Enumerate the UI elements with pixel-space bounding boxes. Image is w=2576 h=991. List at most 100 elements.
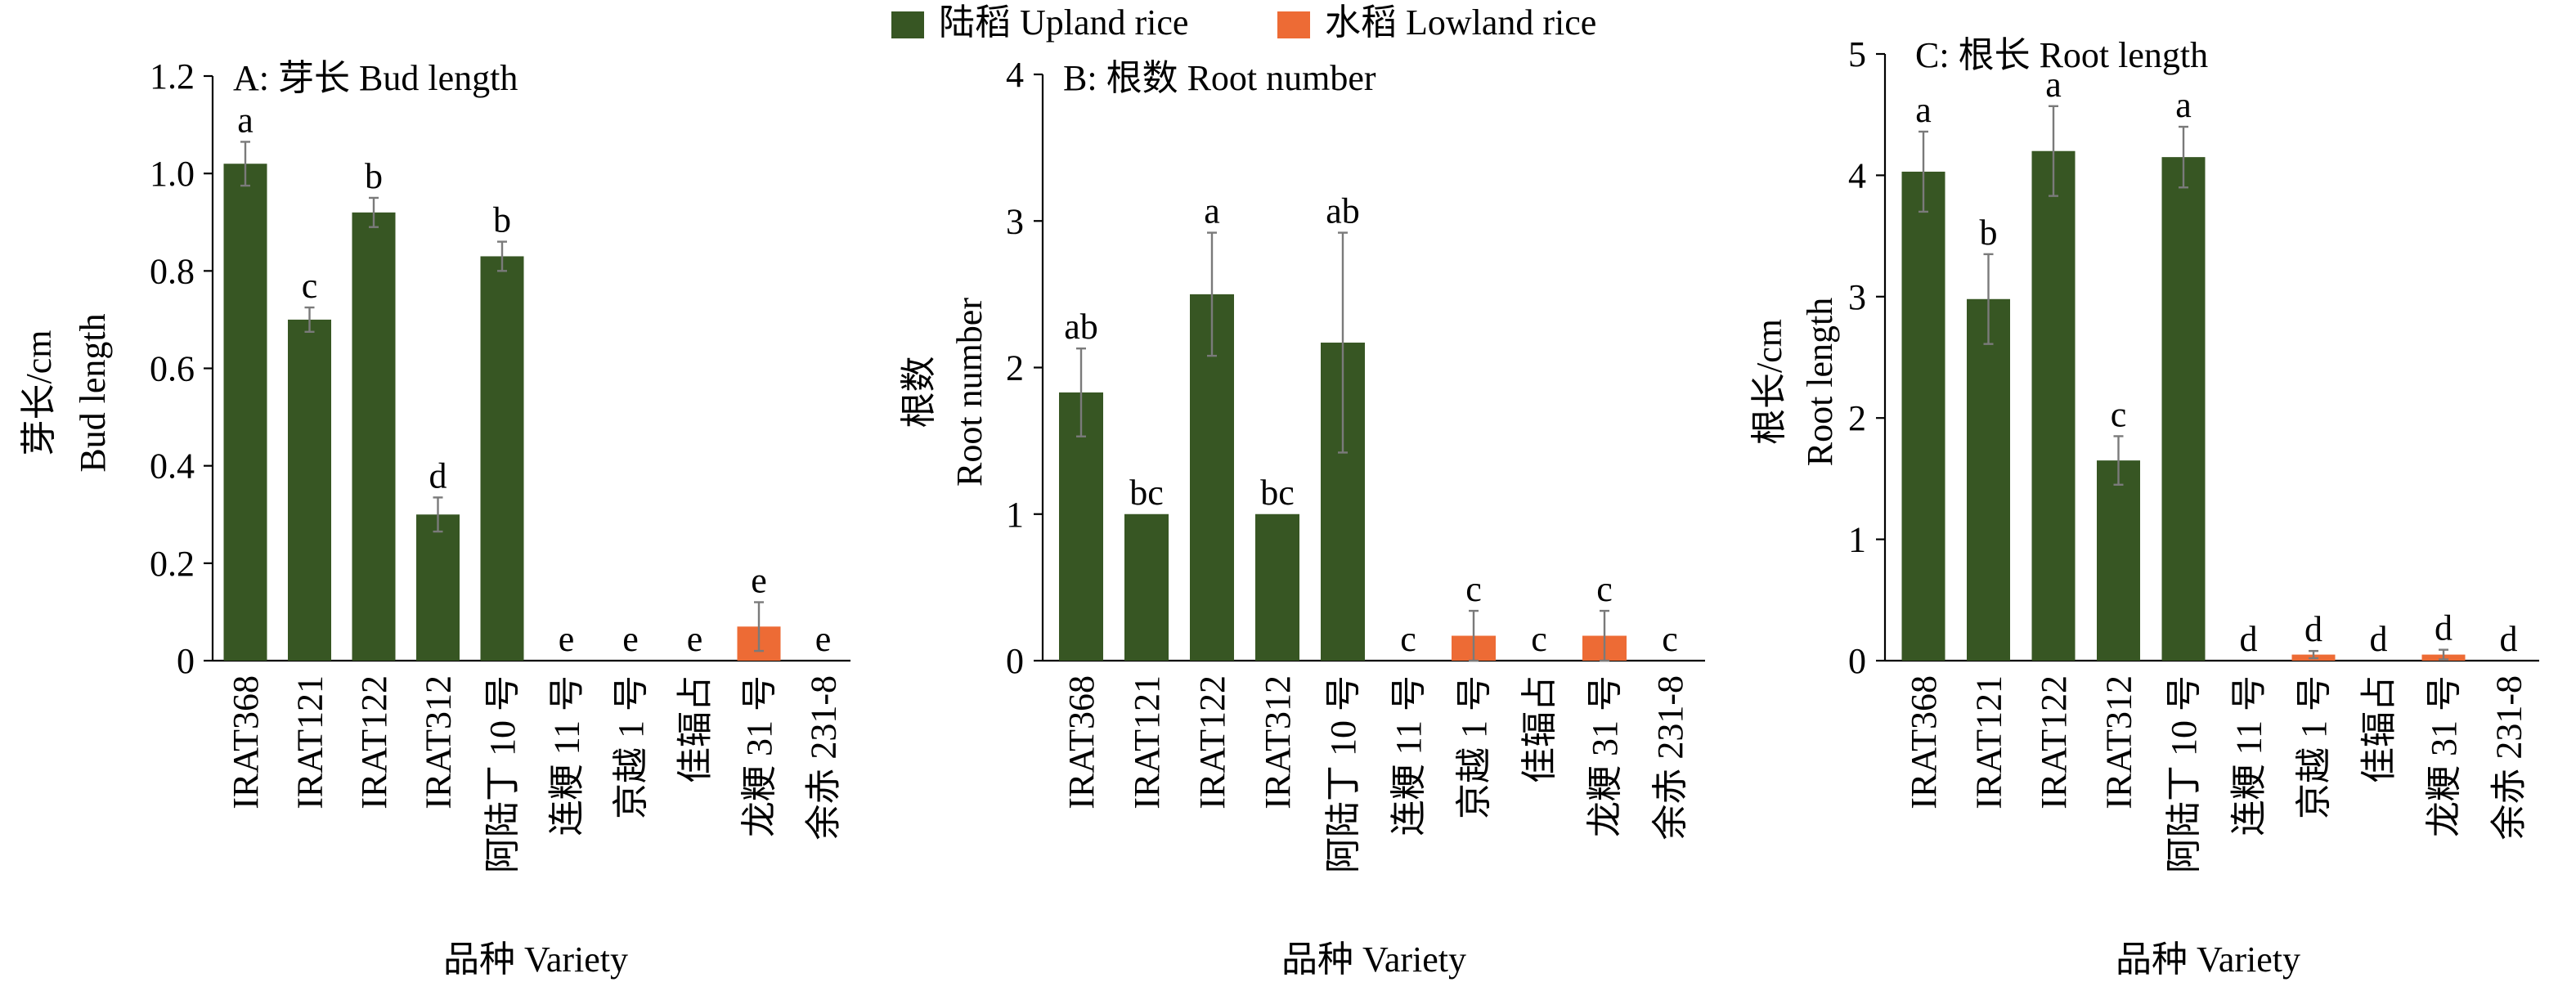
significance-letter: e xyxy=(559,619,575,659)
significance-letter: c xyxy=(1465,569,1482,609)
y-tick-label: 1.2 xyxy=(150,56,195,96)
significance-letter: e xyxy=(622,619,639,659)
significance-letter: bc xyxy=(1260,473,1295,513)
y-tick-label: 0.6 xyxy=(150,349,195,389)
significance-letter: a xyxy=(2045,65,2062,105)
category-label: 连粳 11 号 xyxy=(1389,675,1429,836)
bar xyxy=(2161,157,2206,661)
significance-letter: d xyxy=(2240,619,2258,659)
significance-letter: d xyxy=(2435,608,2453,648)
category-label: 余赤 231-8 xyxy=(1650,675,1690,841)
significance-letter: e xyxy=(687,619,703,659)
legend-label-1: 水稻 Lowland rice xyxy=(1325,2,1596,43)
significance-letter: c xyxy=(2111,394,2127,434)
category-label: IRAT368 xyxy=(1904,675,1944,809)
significance-letter: d xyxy=(2370,619,2388,659)
category-label: 阿陆丁 10 号 xyxy=(2164,675,2204,873)
category-label: IRAT121 xyxy=(1969,675,2009,809)
y-tick-label: 1 xyxy=(1006,495,1024,535)
significance-letter: d xyxy=(2500,619,2518,659)
x-axis-label: 品种 Variety xyxy=(443,939,628,980)
category-label: 龙粳 31 号 xyxy=(739,675,779,837)
legend-swatch-0 xyxy=(891,11,924,38)
y-tick-label: 3 xyxy=(1848,277,1866,317)
panel-title: C: 根长 Root length xyxy=(1915,35,2208,75)
category-label: IRAT122 xyxy=(1192,675,1232,809)
significance-letter: ab xyxy=(1326,191,1360,231)
category-label: IRAT122 xyxy=(2034,675,2074,809)
bar xyxy=(2097,460,2140,661)
category-label: IRAT312 xyxy=(1258,675,1298,809)
significance-letter: b xyxy=(493,200,511,240)
panel-title: A: 芽长 Bud length xyxy=(233,58,518,98)
bar xyxy=(2031,150,2076,661)
y-tick-label: 0 xyxy=(1006,641,1024,681)
y-axis-label-en: Root number xyxy=(949,298,990,487)
legend-swatch-1 xyxy=(1277,11,1310,38)
significance-letter: ab xyxy=(1064,307,1098,347)
y-axis-label-en: Bud length xyxy=(73,313,113,472)
y-axis-label-cn: 根数 xyxy=(899,356,939,428)
significance-letter: a xyxy=(1204,191,1220,231)
significance-letter: a xyxy=(237,100,254,140)
y-tick-label: 0.8 xyxy=(150,251,195,291)
significance-letter: c xyxy=(1596,569,1613,609)
y-tick-label: 2 xyxy=(1848,398,1866,438)
category-label: IRAT368 xyxy=(1061,675,1102,809)
panel-c-root-length: 0 1 2 3 4 5 C: 根长 Root length 根长/cm Root length 品… xyxy=(1749,34,2539,980)
category-label: 佳辐占 xyxy=(1519,675,1560,783)
x-axis-label: 品种 Variety xyxy=(1281,939,1466,980)
panel-title: B: 根数 Root number xyxy=(1063,58,1376,98)
significance-letter: c xyxy=(1400,619,1416,659)
significance-letter: bc xyxy=(1129,473,1164,513)
significance-letter: d xyxy=(429,455,447,496)
y-tick-label: 5 xyxy=(1848,34,1866,74)
y-axis-label-en: Root length xyxy=(1800,298,1840,467)
category-label: 阿陆丁 10 号 xyxy=(482,675,523,873)
y-axis-label-cn: 根长/cm xyxy=(1749,319,1789,445)
y-tick-label: 3 xyxy=(1006,201,1024,241)
category-label: 余赤 231-8 xyxy=(804,675,844,841)
significance-letter: e xyxy=(751,561,767,601)
bar xyxy=(223,164,267,661)
significance-letter: b xyxy=(1980,213,1998,253)
y-tick-label: 1.0 xyxy=(150,154,195,194)
x-axis-label: 品种 Variety xyxy=(2116,939,2300,980)
bar xyxy=(1901,171,1945,661)
category-label: 连粳 11 号 xyxy=(2229,675,2269,836)
category-label: 佳辐占 xyxy=(2359,675,2399,783)
category-label: IRAT368 xyxy=(226,675,266,809)
y-tick-label: 2 xyxy=(1006,348,1024,388)
y-tick-label: 0 xyxy=(1848,641,1866,681)
significance-letter: a xyxy=(1915,90,1932,130)
category-label: 连粳 11 号 xyxy=(547,675,587,836)
legend: 陆稻 Upland rice 水稻 Lowland rice xyxy=(891,2,1596,43)
bar xyxy=(288,319,331,661)
bar xyxy=(416,514,460,661)
category-label: IRAT121 xyxy=(1127,675,1167,809)
category-label: 阿陆丁 10 号 xyxy=(1323,675,1363,873)
category-label: IRAT122 xyxy=(354,675,394,809)
category-label: IRAT121 xyxy=(290,675,330,809)
y-tick-label: 4 xyxy=(1848,155,1866,195)
panel-a-bud-length: 0 0.2 0.4 0.6 0.8 1.0 1.2 A: 芽长 Bud length 芽长/cm… xyxy=(19,56,850,980)
significance-letter: e xyxy=(815,619,832,659)
bar xyxy=(352,212,396,661)
significance-letter: c xyxy=(1662,619,1678,659)
significance-letter: c xyxy=(1531,619,1547,659)
significance-letter: d xyxy=(2304,609,2322,649)
y-tick-label: 0.4 xyxy=(150,446,195,487)
bar xyxy=(1124,513,1169,661)
category-label: 佳辐占 xyxy=(675,675,716,783)
significance-letter: b xyxy=(365,156,383,196)
category-label: 龙粳 31 号 xyxy=(1585,675,1625,837)
category-label: 京越 1 号 xyxy=(611,675,651,819)
y-tick-label: 1 xyxy=(1848,520,1866,560)
panel-b-root-number: 0 1 2 3 4 B: 根数 Root number 根数 Root number 品种 Va… xyxy=(899,55,1705,980)
bar xyxy=(1255,513,1299,661)
significance-letter: a xyxy=(2175,85,2192,125)
significance-letter: c xyxy=(302,266,318,306)
category-label: IRAT312 xyxy=(2099,675,2139,809)
category-label: 京越 1 号 xyxy=(1454,675,1494,819)
